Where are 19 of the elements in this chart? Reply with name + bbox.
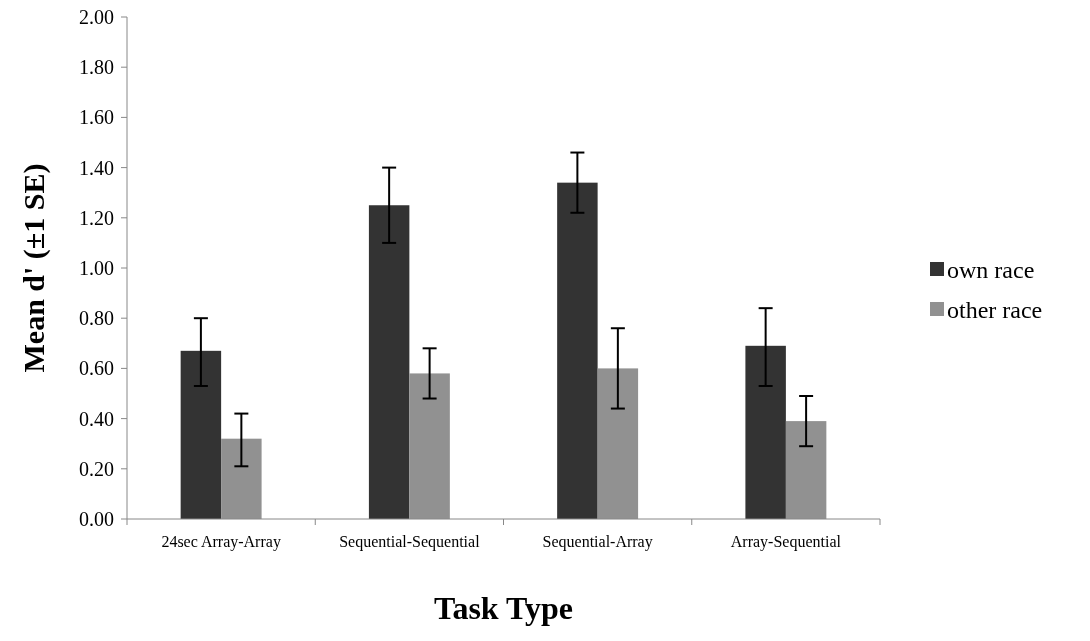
y-tick-label: 1.20 bbox=[79, 206, 114, 229]
y-axis-title: Mean d' (±1 SE) bbox=[17, 163, 51, 373]
y-tick-label: 2.00 bbox=[79, 6, 114, 28]
x-tick-label: Sequential-Array bbox=[542, 533, 653, 551]
y-tick-label: 0.80 bbox=[79, 307, 114, 330]
y-tick-label: 0.00 bbox=[79, 508, 114, 530]
y-tick-label: 1.80 bbox=[79, 56, 114, 79]
x-tick-label: Array-Sequential bbox=[730, 533, 842, 551]
y-tick-label: 1.40 bbox=[79, 156, 114, 179]
y-tick-label: 0.40 bbox=[79, 407, 114, 430]
y-tick-label: 1.00 bbox=[79, 257, 114, 279]
legend-label: own race bbox=[947, 257, 1035, 284]
x-axis-title: Task Type bbox=[433, 590, 574, 626]
y-tick-label: 1.60 bbox=[79, 106, 114, 129]
y-tick-label: 0.20 bbox=[79, 457, 114, 480]
x-tick-label: 24sec Array-Array bbox=[161, 533, 281, 551]
y-tick-label: 0.60 bbox=[79, 357, 114, 380]
x-tick-label: Sequential-Sequential bbox=[339, 533, 481, 551]
legend-label: other race bbox=[947, 297, 1043, 324]
